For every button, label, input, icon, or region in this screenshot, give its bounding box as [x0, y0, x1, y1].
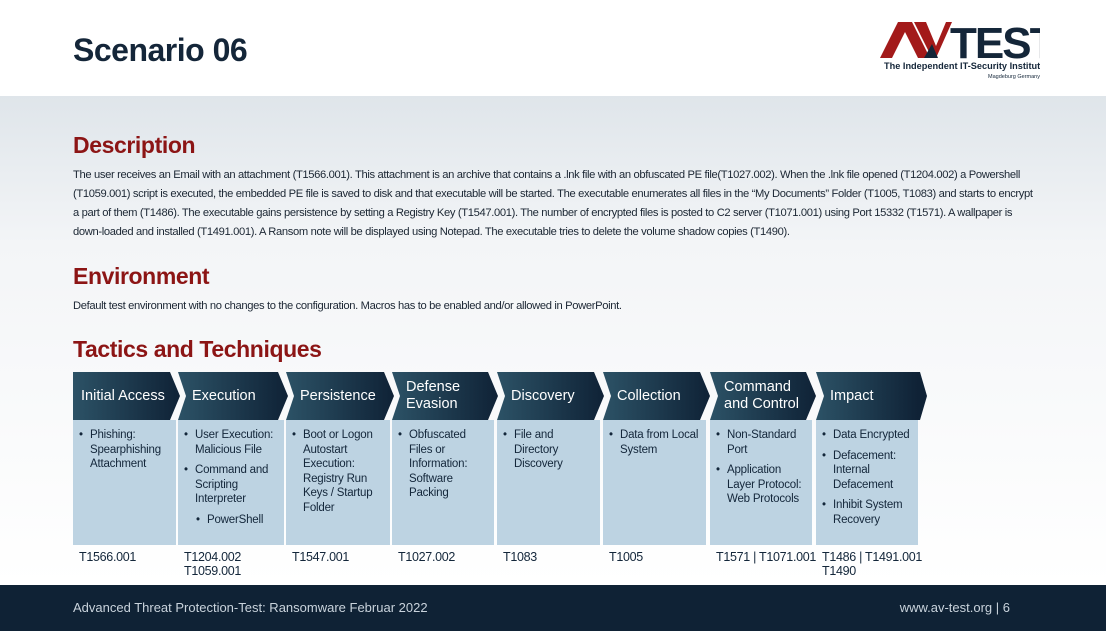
tactic-name: Defense Evasion [406, 379, 461, 412]
technique-item: Inhibit System Recovery [822, 498, 912, 527]
technique-codes: T1547.001 [292, 550, 350, 564]
page-title: Scenario 06 [73, 32, 248, 68]
tactic-name: Collection [617, 387, 681, 404]
tactic-techniques: Non-Standard Port Application Layer Proto… [710, 420, 812, 545]
technique-item: Phishing: Spearphishing Attachment [79, 428, 170, 472]
tactic-techniques: Data from Local System [603, 420, 706, 545]
tactic-header: Collection [603, 372, 710, 420]
technique-codes: T1486 | T1491.001 T1490 [822, 550, 923, 578]
technique-codes: T1204.002 T1059.001 [184, 550, 242, 578]
footer: Advanced Threat Protection-Test: Ransomw… [0, 585, 1106, 631]
technique-item: Non-Standard Port [716, 428, 806, 457]
tactic-name: Impact [830, 387, 874, 404]
description-text: The user receives an Email with an attac… [73, 169, 1033, 238]
tactic-name: Execution [192, 387, 256, 404]
tactic-header: Impact [816, 372, 918, 420]
environment-text: Default test environment with no changes… [73, 300, 622, 312]
technique-codes: T1027.002 [398, 550, 456, 564]
tactic-header: Execution [178, 372, 288, 420]
environment-heading: Environment [73, 263, 210, 289]
technique-codes: T1566.001 [79, 550, 137, 564]
tactic-header: Discovery [497, 372, 604, 420]
tactics-heading: Tactics and Techniques [73, 336, 322, 362]
tactic-header: Initial Access [73, 372, 180, 420]
footer-page: www.av-test.org | 6 [899, 600, 1010, 615]
tactic-header: Defense Evasion [392, 372, 498, 420]
tactic-name: Command and Control [724, 379, 799, 412]
technique-item: PowerShell [196, 513, 278, 528]
footer-title: Advanced Threat Protection-Test: Ransomw… [73, 600, 428, 615]
technique-item: Application Layer Protocol: Web Protocol… [716, 463, 806, 507]
tactic-techniques: File and Directory Discovery [497, 420, 600, 545]
technique-codes: T1005 [609, 550, 643, 564]
technique-item: Data Encrypted [822, 428, 912, 443]
technique-item: File and Directory Discovery [503, 428, 594, 472]
svg-text:The Independent IT-Security In: The Independent IT-Security Institute [884, 61, 1040, 71]
technique-item: Command and Scripting Interpreter [184, 463, 278, 507]
description-heading: Description [73, 132, 196, 158]
tactic-name: Discovery [511, 387, 575, 404]
arrow-tip [918, 372, 927, 420]
technique-item: Data from Local System [609, 428, 700, 457]
tactic-techniques: Phishing: Spearphishing Attachment [73, 420, 176, 545]
technique-item: Obfuscated Files or Information: Softwar… [398, 428, 488, 501]
tactic-header: Persistence [286, 372, 394, 420]
tactic-techniques: Obfuscated Files or Information: Softwar… [392, 420, 494, 545]
tactic-header: Command and Control [710, 372, 816, 420]
tactic-name: Initial Access [81, 387, 165, 404]
svg-text:Magdeburg Germany: Magdeburg Germany [988, 74, 1040, 80]
tactic-name: Persistence [300, 387, 376, 404]
tactic-techniques: Boot or Logon Autostart Execution: Regis… [286, 420, 390, 545]
technique-codes: T1083 [503, 550, 537, 564]
tactic-techniques: Data Encrypted Defacement: Internal Defac… [816, 420, 918, 545]
technique-codes: T1571 | T1071.001 [716, 550, 817, 564]
technique-item: Defacement: Internal Defacement [822, 449, 912, 493]
technique-item: Boot or Logon Autostart Execution: Regis… [292, 428, 384, 515]
technique-item: User Execution: Malicious File [184, 428, 278, 457]
tactic-techniques: User Execution: Malicious File Command an… [178, 420, 284, 545]
